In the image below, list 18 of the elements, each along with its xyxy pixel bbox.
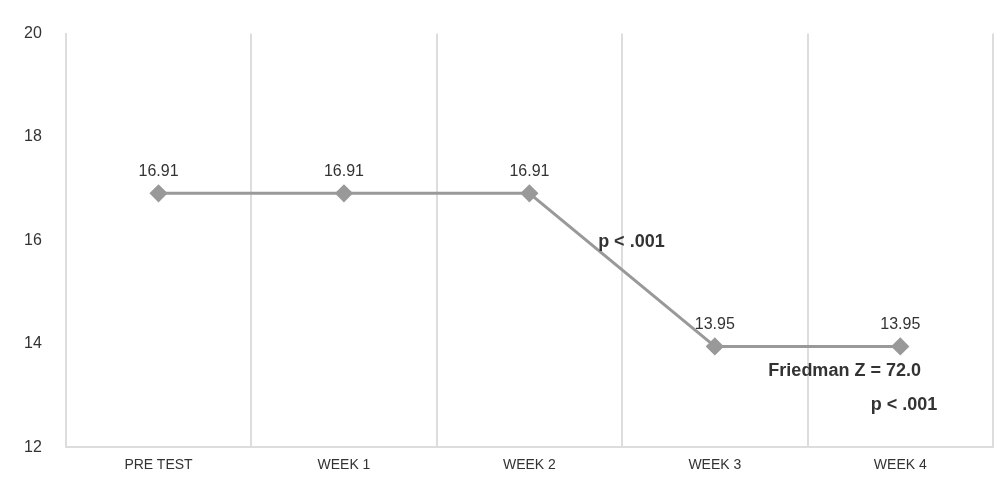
- x-tick-label: PRE TEST: [124, 456, 194, 473]
- data-label: 13.95: [880, 314, 921, 332]
- x-tick-label: WEEK 4: [873, 456, 927, 473]
- annotation: p < .001: [598, 230, 665, 251]
- data-label: 13.95: [694, 314, 735, 332]
- annotation: Friedman Z = 72.0: [768, 359, 921, 380]
- x-tick-label: WEEK 3: [688, 456, 742, 473]
- y-tick-label: 14: [24, 334, 42, 352]
- data-label: 16.91: [323, 161, 365, 179]
- y-tick-label: 18: [24, 127, 42, 145]
- data-label: 16.91: [138, 161, 179, 179]
- y-tick-label: 16: [24, 230, 42, 248]
- y-tick-label: 20: [24, 24, 42, 42]
- data-label: 16.91: [509, 161, 550, 179]
- x-tick-label: WEEK 2: [502, 456, 557, 473]
- x-tick-label: WEEK 1: [317, 456, 371, 473]
- y-tick-label: 12: [24, 437, 42, 455]
- annotation: p < .001: [870, 393, 938, 414]
